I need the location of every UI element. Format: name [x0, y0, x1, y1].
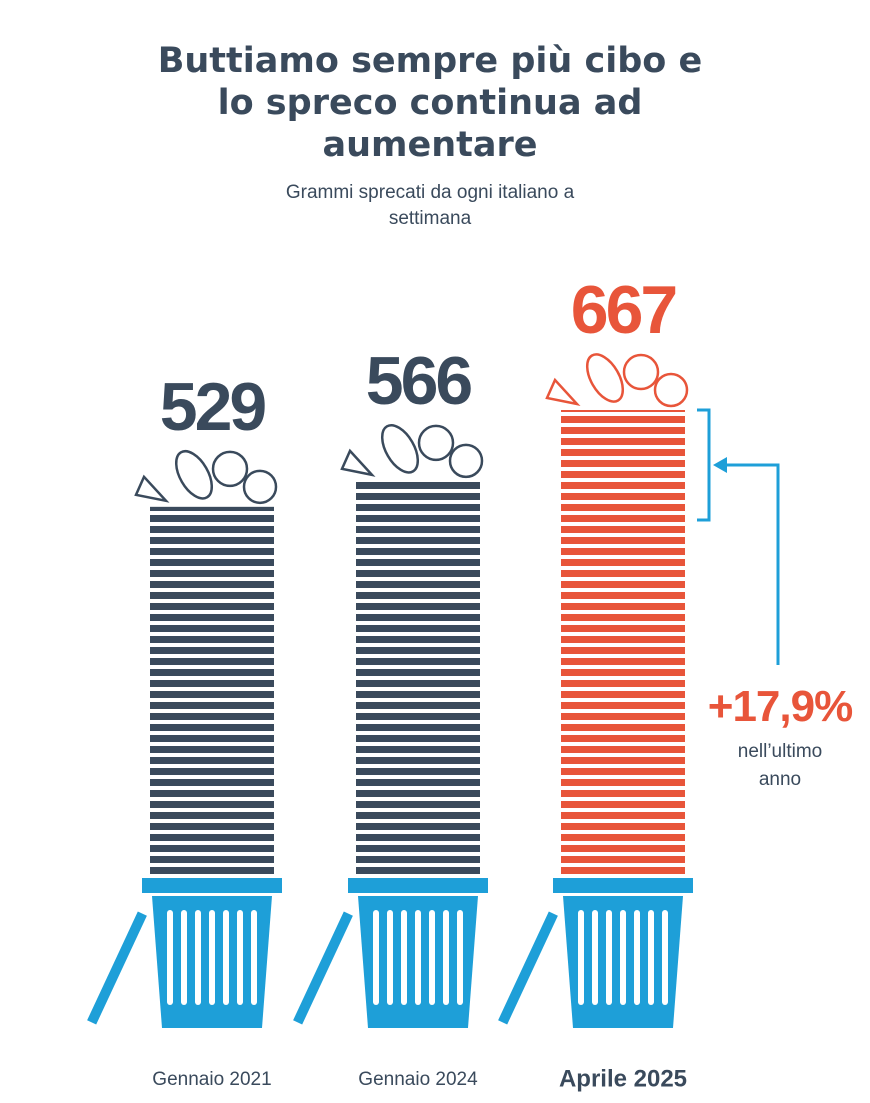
open-lid: [293, 911, 353, 1025]
trash-can: [87, 878, 282, 1028]
slot: [429, 910, 435, 1005]
slot: [457, 910, 463, 1005]
slot: [387, 910, 393, 1005]
slot: [373, 910, 379, 1005]
bracket: [697, 408, 711, 522]
arrow-line: [723, 463, 780, 665]
food-icon: [545, 353, 689, 408]
x-tick-label: Gennaio 2024: [358, 1069, 478, 1090]
apple: [417, 424, 455, 462]
fish: [174, 449, 214, 500]
slot: [634, 910, 640, 1005]
slot: [223, 910, 229, 1005]
bar: [561, 410, 685, 878]
slot: [662, 910, 668, 1005]
lid-rim: [553, 878, 693, 893]
slot: [592, 910, 598, 1005]
trash-can: [498, 878, 693, 1028]
apple: [211, 450, 249, 488]
slot: [578, 910, 584, 1005]
fish: [585, 353, 625, 403]
food-icon: [340, 424, 484, 479]
slot: [181, 910, 187, 1005]
chart-title: Buttiamo sempre più cibo e lo spreco con…: [157, 41, 703, 165]
slot: [251, 910, 257, 1005]
trash-can: [293, 878, 488, 1028]
leaf: [653, 372, 689, 408]
slot: [167, 910, 173, 1005]
annotation: nell’ultimo anno: [737, 741, 823, 790]
open-lid: [87, 911, 147, 1025]
open-lid: [498, 911, 558, 1025]
x-tick-label: Aprile 2025: [559, 1065, 687, 1092]
value-label: 566: [366, 343, 472, 419]
bar: [356, 480, 480, 878]
carrot: [545, 377, 581, 406]
apple: [622, 353, 660, 391]
arrow-head: [713, 457, 727, 473]
leaf: [242, 469, 278, 505]
slot: [415, 910, 421, 1005]
lid-rim: [142, 878, 282, 893]
value-label: 667: [571, 272, 676, 348]
x-tick-label: Gennaio 2021: [152, 1069, 271, 1090]
slot: [209, 910, 215, 1005]
slot: [648, 910, 654, 1005]
chart-subtitle: Grammi sprecati da ogni italiano a setti…: [285, 182, 575, 229]
slot: [195, 910, 201, 1005]
value-label: 529: [160, 369, 266, 445]
slot: [237, 910, 243, 1005]
food-icon: [134, 449, 278, 505]
carrot: [340, 448, 376, 477]
slot: [443, 910, 449, 1005]
carrot: [134, 474, 170, 503]
leaf: [448, 443, 484, 479]
slot: [401, 910, 407, 1005]
bar: [150, 506, 274, 878]
fish: [380, 424, 420, 474]
lid-rim: [348, 878, 488, 893]
slot: [606, 910, 612, 1005]
slot: [620, 910, 626, 1005]
annotation: +17,9%: [707, 682, 853, 731]
